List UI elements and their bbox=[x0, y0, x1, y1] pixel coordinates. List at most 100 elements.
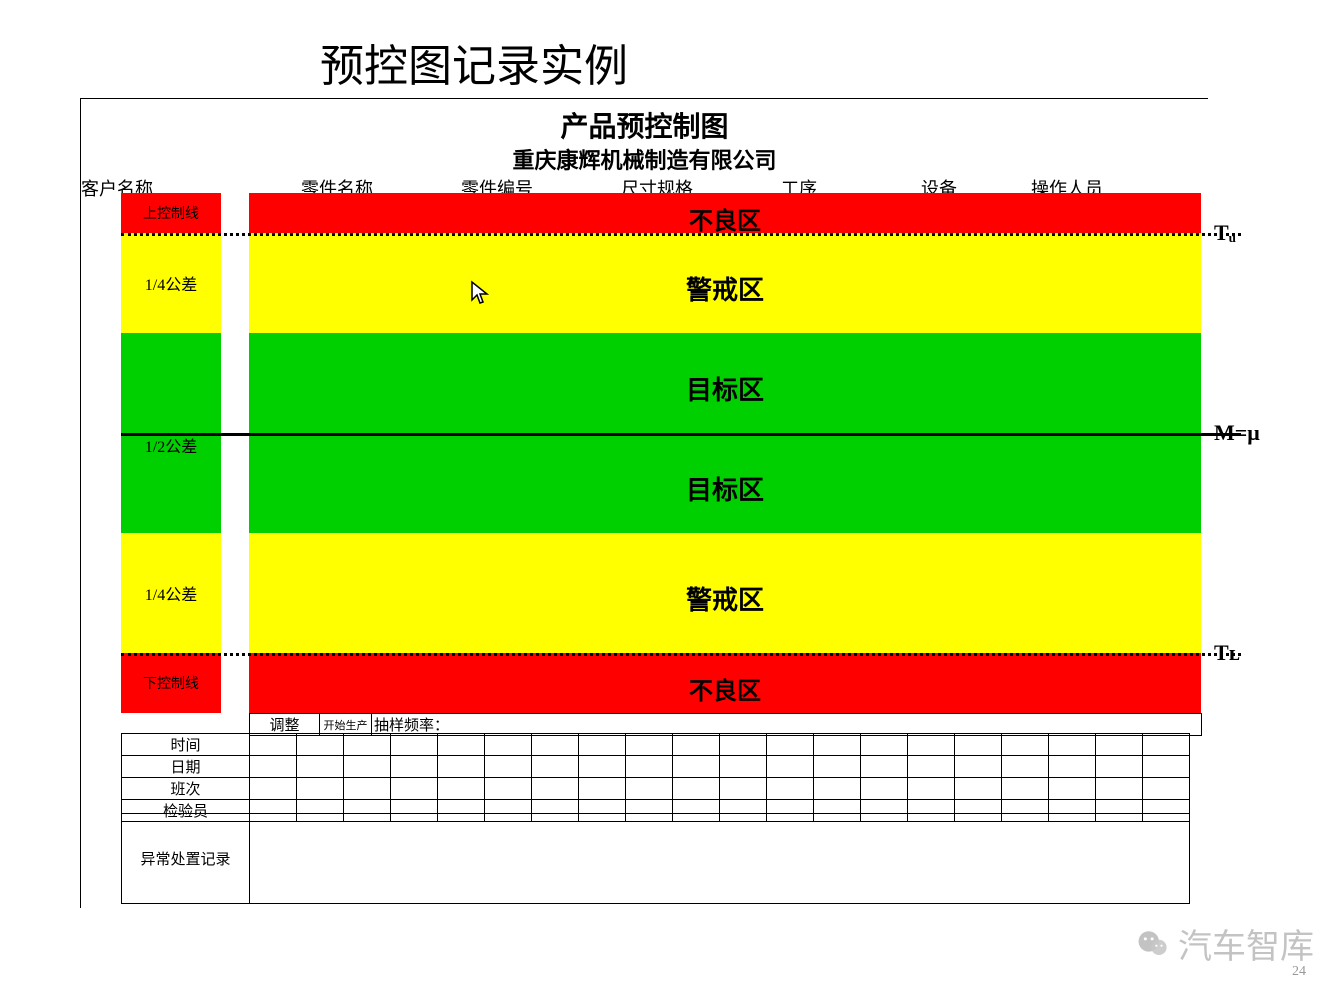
zone-band-yellow-top: 警戒区 bbox=[249, 233, 1201, 333]
record-cell[interactable] bbox=[1096, 756, 1143, 778]
record-cell[interactable] bbox=[297, 778, 344, 800]
band-left-label: 1/4公差 bbox=[121, 533, 221, 653]
record-cell[interactable] bbox=[720, 756, 767, 778]
record-cell[interactable] bbox=[1143, 778, 1190, 800]
zone-label: 目标区 bbox=[249, 370, 1201, 407]
record-cell[interactable] bbox=[438, 778, 485, 800]
record-cell[interactable] bbox=[955, 756, 1002, 778]
control-chart-sheet: 产品预控制图 重庆康辉机械制造有限公司 客户名称零件名称零件编号尺寸规格工序设备… bbox=[80, 98, 1208, 908]
anomaly-row: 异常处置记录 bbox=[121, 813, 1190, 904]
band-left-label: 上控制线 bbox=[121, 193, 221, 233]
record-cell[interactable] bbox=[861, 734, 908, 756]
record-cell[interactable] bbox=[391, 756, 438, 778]
record-cell[interactable] bbox=[391, 778, 438, 800]
record-cell[interactable] bbox=[767, 778, 814, 800]
record-cell[interactable] bbox=[250, 734, 297, 756]
center-line bbox=[121, 433, 1241, 436]
record-cell[interactable] bbox=[579, 778, 626, 800]
band-left-label: 1/4公差 bbox=[121, 233, 221, 333]
zone-band-green-top: 目标区 bbox=[249, 333, 1201, 433]
record-cell[interactable] bbox=[673, 756, 720, 778]
zone-band-red-top: 不良区 bbox=[249, 193, 1201, 233]
zone-label: 不良区 bbox=[249, 201, 1201, 236]
record-cell[interactable] bbox=[579, 756, 626, 778]
record-cell[interactable] bbox=[908, 734, 955, 756]
record-cell[interactable] bbox=[1049, 734, 1096, 756]
record-cell[interactable] bbox=[814, 756, 861, 778]
band-left-label: 1/2公差 bbox=[121, 433, 221, 533]
record-cell[interactable] bbox=[438, 734, 485, 756]
chart-gap-column bbox=[221, 193, 249, 713]
record-cell[interactable] bbox=[344, 734, 391, 756]
lower-tolerance-label: Tʟ bbox=[1214, 640, 1240, 666]
chart-label-column: 上控制线1/4公差1/2公差1/4公差下控制线 bbox=[121, 193, 221, 713]
record-cell[interactable] bbox=[673, 778, 720, 800]
band-left-label: 下控制线 bbox=[121, 653, 221, 713]
tolerance-limit-line bbox=[121, 233, 1241, 236]
record-cell[interactable] bbox=[344, 756, 391, 778]
zone-band-red-bottom: 不良区 bbox=[249, 653, 1201, 713]
record-cell[interactable] bbox=[861, 756, 908, 778]
record-cell[interactable] bbox=[720, 778, 767, 800]
record-cell[interactable] bbox=[438, 756, 485, 778]
centerline-label: M=μ bbox=[1214, 420, 1260, 446]
record-cell[interactable] bbox=[626, 734, 673, 756]
record-cell[interactable] bbox=[814, 778, 861, 800]
record-cell[interactable] bbox=[626, 756, 673, 778]
wechat-icon bbox=[1136, 927, 1170, 961]
record-cell[interactable] bbox=[579, 734, 626, 756]
watermark: 汽车智库 bbox=[1136, 919, 1314, 968]
record-cell[interactable] bbox=[297, 734, 344, 756]
record-cell[interactable] bbox=[1049, 778, 1096, 800]
record-cell[interactable] bbox=[485, 734, 532, 756]
precontrol-chart: 上控制线1/4公差1/2公差1/4公差下控制线 不良区警戒区目标区目标区警戒区不… bbox=[121, 193, 1201, 713]
record-cell[interactable] bbox=[720, 734, 767, 756]
record-cell[interactable] bbox=[250, 778, 297, 800]
record-row-label: 日期 bbox=[122, 756, 250, 778]
record-grid: 时间日期班次检验员 bbox=[121, 733, 1190, 822]
record-cell[interactable] bbox=[532, 734, 579, 756]
record-cell[interactable] bbox=[814, 734, 861, 756]
zone-label: 警戒区 bbox=[249, 580, 1201, 617]
record-cell[interactable] bbox=[1002, 778, 1049, 800]
record-cell[interactable] bbox=[391, 734, 438, 756]
zone-band-yellow-bottom: 警戒区 bbox=[249, 533, 1201, 653]
record-cell[interactable] bbox=[250, 756, 297, 778]
record-cell[interactable] bbox=[673, 734, 720, 756]
record-cell[interactable] bbox=[861, 778, 908, 800]
record-cell[interactable] bbox=[1002, 734, 1049, 756]
record-cell[interactable] bbox=[767, 734, 814, 756]
zone-band-green-bottom: 目标区 bbox=[249, 433, 1201, 533]
record-cell[interactable] bbox=[532, 778, 579, 800]
record-cell[interactable] bbox=[908, 756, 955, 778]
zone-label: 不良区 bbox=[249, 671, 1201, 706]
band-left-label bbox=[121, 333, 221, 433]
watermark-text: 汽车智库 bbox=[1178, 919, 1314, 968]
record-row-label: 班次 bbox=[122, 778, 250, 800]
record-cell[interactable] bbox=[1143, 734, 1190, 756]
record-cell[interactable] bbox=[297, 756, 344, 778]
record-cell[interactable] bbox=[1002, 756, 1049, 778]
record-cell[interactable] bbox=[1096, 734, 1143, 756]
record-cell[interactable] bbox=[626, 778, 673, 800]
sheet-subtitle: 重庆康辉机械制造有限公司 bbox=[81, 143, 1208, 175]
record-cell[interactable] bbox=[767, 756, 814, 778]
record-cell[interactable] bbox=[1143, 756, 1190, 778]
upper-tolerance-label: Tᵤ bbox=[1214, 220, 1236, 246]
record-cell[interactable] bbox=[485, 778, 532, 800]
zone-label: 目标区 bbox=[249, 470, 1201, 507]
record-cell[interactable] bbox=[485, 756, 532, 778]
zone-label: 警戒区 bbox=[249, 270, 1201, 307]
record-cell[interactable] bbox=[344, 778, 391, 800]
record-cell[interactable] bbox=[955, 734, 1002, 756]
record-cell[interactable] bbox=[1096, 778, 1143, 800]
record-row-label: 时间 bbox=[122, 734, 250, 756]
anomaly-field[interactable] bbox=[250, 814, 1190, 904]
record-cell[interactable] bbox=[955, 778, 1002, 800]
record-cell[interactable] bbox=[1049, 756, 1096, 778]
page-number: 24 bbox=[1292, 964, 1306, 980]
tolerance-limit-line bbox=[121, 653, 1241, 656]
record-cell[interactable] bbox=[908, 778, 955, 800]
sheet-title: 产品预控制图 bbox=[81, 99, 1208, 145]
record-cell[interactable] bbox=[532, 756, 579, 778]
